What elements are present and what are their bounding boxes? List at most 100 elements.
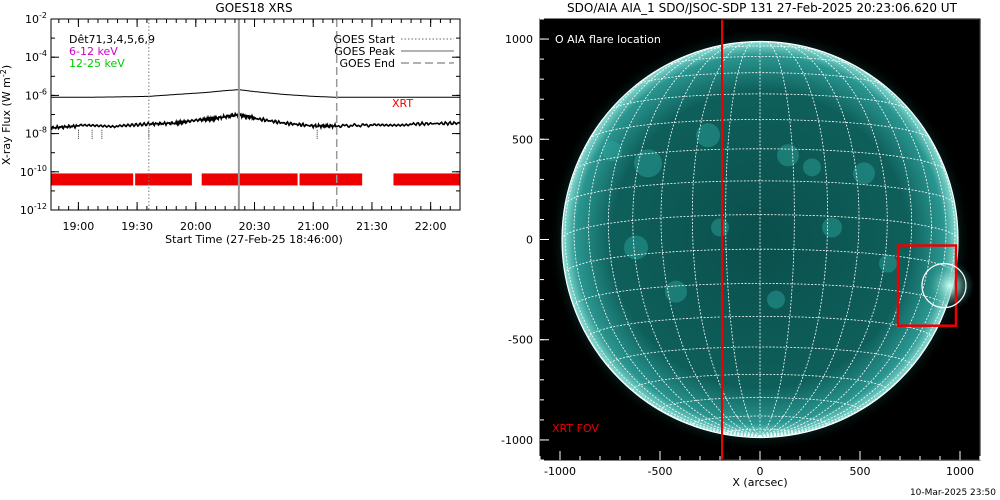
y-tick-label: 10-2 [25, 11, 47, 26]
xrt-fov-box [721, 19, 980, 460]
y-tick-label: -1000 [501, 434, 533, 447]
lightcurve-data [50, 19, 461, 210]
x-tick-label: 21:00 [297, 220, 329, 233]
grid-meridian [607, 43, 761, 437]
y-tick-label: 1000 [505, 33, 533, 46]
grid-parallel [588, 315, 932, 339]
xrt-coverage-bar [393, 173, 460, 186]
legend-left-entry: 6-12 keV [69, 45, 118, 58]
lightcurve-xlabel: Start Time (27-Feb-25 18:46:00) [165, 233, 343, 246]
grid-parallel [573, 148, 947, 172]
y-tick-label: 10-12 [20, 202, 47, 217]
x-tick-label: 20:30 [239, 220, 271, 233]
x-tick-label: -1000 [544, 465, 576, 478]
y-tick-label: 10-10 [20, 164, 47, 179]
grid-parallel [634, 72, 886, 87]
active-region-patch [602, 141, 622, 162]
grid-meridian [759, 45, 932, 437]
active-region-patch [711, 218, 729, 237]
xrt-label: XRT [392, 97, 413, 110]
grid-meridian [759, 52, 947, 437]
grid-meridian [632, 42, 761, 437]
xrt-zoom-box [896, 244, 958, 327]
lightcurve-axes: 10-12 10-10 10-8 10-6 10-4 10-2 19:00 19:30 20:0… [20, 11, 460, 233]
legend-left-entry: 12-25 keV [69, 57, 125, 70]
grid-meridian [660, 41, 761, 437]
grid-parallel [609, 93, 911, 111]
grid-meridian [691, 41, 761, 437]
active-region-patch [634, 149, 662, 178]
active-region-patch [767, 290, 785, 309]
legend-right-entry: GOES Peak [334, 45, 395, 58]
goes-lightcurve-panel: GOES18 XRS 10-12 10-10 10-8 10-6 10-4 10-2 19:… [0, 1, 461, 246]
grid-parallel [632, 373, 888, 391]
x-tick-label: 1000 [946, 465, 974, 478]
xrt-coverage-bar [51, 173, 134, 186]
aia-title: SDO/AIA AIA_1 SDO/JSOC-SDP 131 27-Feb-20… [567, 1, 958, 15]
xrt-fov-label: XRT FOV [552, 422, 599, 435]
x-tick-label: 21:30 [356, 220, 388, 233]
flare-location-circle [921, 263, 967, 309]
x-tick-label: -500 [648, 465, 673, 478]
y-tick-label: 500 [512, 133, 533, 146]
grid-meridian [759, 41, 829, 437]
active-region-patch [696, 123, 720, 148]
grid-parallel [696, 45, 824, 52]
aia-legend-flare-location: O AIA flare location [555, 33, 661, 46]
active-region-patch [777, 144, 799, 167]
grid-meridian [725, 41, 761, 437]
grid-parallel [664, 56, 856, 67]
flux-series-line [50, 110, 461, 131]
x-tick-label: 19:30 [121, 220, 153, 233]
limb-outline [561, 40, 959, 439]
active-region-patch [822, 217, 842, 238]
grid-meridian [759, 41, 860, 437]
aia-axes: -1000 -500 0 500 1000 -1000 -500 0 500 1000 [501, 18, 981, 478]
x-tick-label: 0 [757, 465, 764, 478]
x-tick-label: 22:00 [415, 220, 447, 233]
aia-xlabel: X (arcsec) [732, 476, 787, 489]
legend-right-entry: GOES Start [334, 33, 396, 46]
y-tick-label: 10-6 [25, 87, 47, 102]
grid-meridian [759, 41, 795, 437]
grid-parallel [562, 214, 958, 240]
active-region-patch [853, 162, 875, 185]
xrt-coverage-bar [201, 173, 298, 186]
grid-parallel [660, 397, 860, 411]
active-region-patch [624, 235, 648, 260]
active-region-patch [803, 158, 821, 177]
grid-meridian [573, 52, 761, 437]
grid-parallel [564, 248, 956, 274]
x-tick-label: 500 [850, 465, 871, 478]
active-region-patch [665, 280, 687, 303]
active-region-patch [879, 254, 897, 273]
legend-left-entry: Dêt71,3,4,5,6,9 [69, 33, 155, 46]
xrt-coverage-bar [299, 173, 363, 186]
x-tick-label: 20:00 [180, 220, 212, 233]
grid-parallel [573, 283, 947, 307]
aia-image-panel: SDO/AIA AIA_1 SDO/JSOC-SDP 131 27-Feb-20… [501, 1, 981, 489]
grid-parallel [607, 346, 913, 367]
grid-meridian [759, 43, 913, 437]
grid-parallel [589, 119, 931, 140]
flare-glow [925, 261, 975, 310]
x-tick-label: 19:00 [63, 220, 95, 233]
grid-meridian [564, 83, 761, 437]
y-tick-label: 10-8 [25, 126, 47, 141]
grid-meridian [759, 42, 888, 437]
footer-timestamp: 10-Mar-2025 23:50 [910, 488, 996, 498]
grid-parallel [725, 428, 795, 434]
aia-overlays [721, 19, 980, 460]
xrt-coverage-bar [135, 173, 192, 186]
aia-solar-image [540, 19, 980, 460]
grid-meridian [588, 45, 761, 437]
grid-parallel [564, 180, 956, 205]
legend-right-entry: GOES End [339, 57, 395, 70]
lightcurve-title: GOES18 XRS [215, 1, 292, 15]
lightcurve-ylabel: X-ray Flux (W m-2) [0, 65, 13, 165]
y-tick-label: 0 [526, 234, 533, 247]
y-tick-label: 10-4 [25, 49, 47, 64]
y-tick-label: -500 [508, 334, 533, 347]
